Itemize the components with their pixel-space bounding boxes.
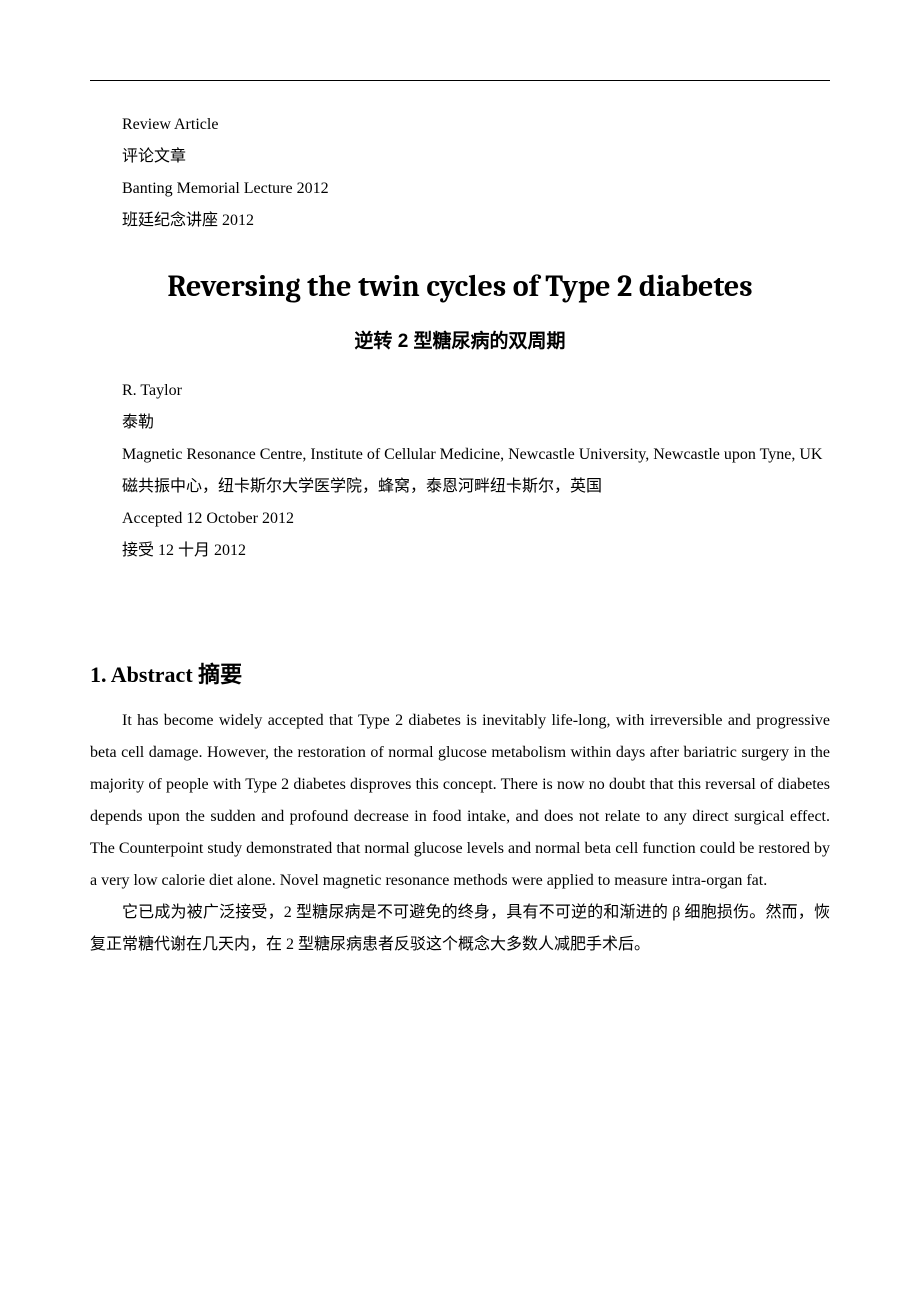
affiliation-zh: 磁共振中心，纽卡斯尔大学医学院，蜂窝，泰恩河畔纽卡斯尔，英国 [90,471,830,503]
article-type-zh: 评论文章 [122,141,830,173]
accepted-zh: 接受 12 十月 2012 [90,535,830,567]
article-type-en: Review Article [122,109,830,141]
abstract-body-en: It has become widely accepted that Type … [90,705,830,897]
title-zh: 逆转 2 型糖尿病的双周期 [90,326,830,353]
accepted-en: Accepted 12 October 2012 [90,503,830,535]
meta-block: Review Article 评论文章 Banting Memorial Lec… [90,109,830,237]
abstract-body-zh: 它已成为被广泛接受，2 型糖尿病是不可避免的终身，具有不可逆的和渐进的 β 细胞… [90,897,830,961]
author-name-zh: 泰勒 [90,407,830,439]
author-name-en: R. Taylor [90,375,830,407]
lecture-zh: 班廷纪念讲座 2012 [122,205,830,237]
author-block: R. Taylor 泰勒 Magnetic Resonance Centre, … [90,375,830,567]
lecture-en: Banting Memorial Lecture 2012 [122,173,830,205]
abstract-heading: 1. Abstract 摘要 [90,657,830,689]
title-en: Reversing the twin cycles of Type 2 diab… [90,267,830,308]
top-rule [90,80,830,81]
affiliation-en: Magnetic Resonance Centre, Institute of … [90,439,830,471]
